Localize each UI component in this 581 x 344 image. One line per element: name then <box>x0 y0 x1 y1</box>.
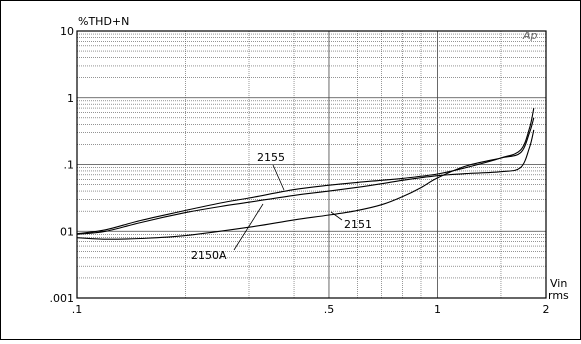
tick-labels: 101.101.001.1.5 1 2 <box>50 25 550 316</box>
y-tick-label: 01 <box>60 225 74 238</box>
x-tick-label: 1 <box>434 303 441 316</box>
x-axis-label-line1: Vin <box>550 277 567 290</box>
y-axis-label: %THD+N <box>78 15 129 28</box>
x-tick-label: .5 <box>324 303 335 316</box>
annotation-leader <box>330 211 343 221</box>
annotation-2155: 2155 <box>257 151 285 164</box>
ap-watermark: Ap <box>522 29 538 42</box>
series-line-2150a <box>76 129 535 235</box>
annotation-2150a: 2150A <box>191 249 227 262</box>
series-line-2155 <box>76 107 535 235</box>
annotation-leader <box>233 203 264 251</box>
y-tick-label: .1 <box>64 159 75 172</box>
x-tick-label: .1 <box>72 303 83 316</box>
series-lines <box>76 107 535 240</box>
plot-border <box>76 30 547 299</box>
series-line-2151 <box>76 117 535 240</box>
series-annotations: 2155 2151 2150A <box>191 151 372 262</box>
y-tick-label: 10 <box>60 25 74 38</box>
annotation-2151: 2151 <box>344 218 372 231</box>
x-axis-label-line2: rms <box>548 289 569 302</box>
annotation-leader <box>272 164 285 191</box>
x-tick-label: 2 <box>543 303 550 316</box>
y-tick-label: .001 <box>50 292 75 305</box>
grid <box>76 30 547 299</box>
y-tick-label: 1 <box>67 92 74 105</box>
